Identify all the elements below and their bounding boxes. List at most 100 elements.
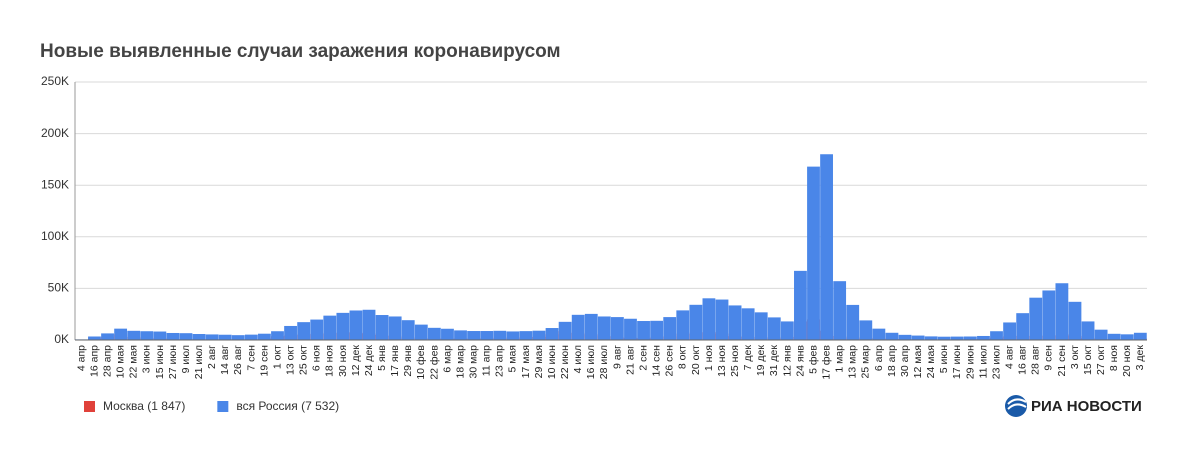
x-tick-label: 28 апр <box>101 345 113 377</box>
y-tick-label: 100K <box>41 229 69 243</box>
bar <box>885 332 899 340</box>
x-tick-label: 30 апр <box>899 345 911 377</box>
x-tick-label: 20 ноя <box>1121 345 1133 377</box>
x-tick-label: 25 ноя <box>729 345 741 377</box>
bar <box>937 336 951 340</box>
x-tick-label: 31 дек <box>768 345 780 377</box>
bar <box>545 328 559 340</box>
bar <box>702 298 716 340</box>
bar <box>1133 332 1147 340</box>
bar <box>754 312 768 340</box>
x-tick-label: 15 окт <box>1082 345 1094 375</box>
x-tick-label: 28 авг <box>1030 345 1042 375</box>
legend-swatch <box>84 401 95 412</box>
bar <box>127 330 141 340</box>
x-tick-label: 12 дек <box>350 345 362 377</box>
x-tick-label: 14 сен <box>651 345 663 377</box>
x-tick-label: 29 янв <box>402 345 414 377</box>
bar <box>231 335 245 340</box>
x-tick-label: 13 окт <box>284 345 296 375</box>
bar <box>950 336 964 340</box>
bar <box>297 322 311 340</box>
x-tick-label: 18 апр <box>886 345 898 377</box>
x-tick-label: 17 мая <box>520 345 532 378</box>
bar <box>1068 301 1082 340</box>
bar <box>493 330 507 340</box>
x-tick-label: 5 мая <box>507 345 519 373</box>
bar <box>977 335 990 340</box>
x-tick-label: 6 мар <box>441 345 453 373</box>
x-tick-label: 4 авг <box>1004 345 1016 369</box>
logo-wave <box>1007 398 1027 410</box>
bar <box>1120 334 1134 340</box>
x-tick-label: 5 июн <box>938 345 950 373</box>
bar <box>166 332 180 340</box>
bar <box>767 317 781 340</box>
bar <box>780 321 794 340</box>
x-tick-label: 25 мар <box>860 345 872 379</box>
bar <box>218 334 232 340</box>
bar <box>362 309 376 340</box>
x-tick-label: 18 мар <box>454 345 466 379</box>
bar <box>114 328 128 340</box>
bar <box>1081 321 1095 340</box>
x-tick-label: 6 апр <box>873 345 885 371</box>
bar <box>1055 283 1069 340</box>
x-tick-label: 20 окт <box>690 345 702 375</box>
x-tick-label: 16 июл <box>585 345 597 379</box>
x-tick-label: 29 июн <box>964 345 976 379</box>
x-tick-label: 3 окт <box>1069 345 1081 369</box>
x-tick-label: 23 июл <box>990 345 1002 379</box>
x-tick-label: 9 авг <box>611 345 623 369</box>
x-tick-label: 8 окт <box>677 345 689 369</box>
x-tick-label: 10 июн <box>546 345 558 379</box>
x-tick-label: 24 янв <box>794 345 806 377</box>
x-tick-label: 29 мая <box>533 345 545 378</box>
bar <box>637 321 650 340</box>
bar <box>650 320 664 340</box>
x-tick-label: 10 фев <box>415 345 427 380</box>
bar <box>258 333 271 340</box>
x-tick-label: 8 ноя <box>1108 345 1120 371</box>
bar <box>611 317 624 340</box>
x-tick-label: 28 июл <box>598 345 610 379</box>
logo-text: РИА НОВОСТИ <box>1031 398 1142 415</box>
bar <box>872 328 886 340</box>
x-tick-label: 21 авг <box>624 345 636 375</box>
x-tick-label: 21 июл <box>193 345 205 379</box>
x-tick-label: 24 дек <box>363 345 375 377</box>
x-tick-label: 2 авг <box>206 345 218 369</box>
x-tick-label: 7 дек <box>742 345 754 371</box>
bar <box>454 330 467 340</box>
x-tick-label: 17 фев <box>820 345 832 380</box>
x-tick-label: 22 фев <box>428 345 440 380</box>
x-tick-label: 3 июн <box>141 345 153 373</box>
x-tick-label: 23 апр <box>494 345 506 377</box>
x-tick-label: 1 мар <box>834 345 846 373</box>
y-tick-label: 250K <box>41 74 69 88</box>
y-tick-label: 200K <box>41 126 69 140</box>
x-tick-label: 16 апр <box>88 345 100 377</box>
bar <box>859 320 873 340</box>
bar <box>388 316 402 340</box>
bar <box>519 331 533 340</box>
bar <box>597 316 611 340</box>
x-tick-label: 4 июл <box>572 345 584 373</box>
x-tick-label: 26 авг <box>232 345 244 375</box>
x-tick-label: 15 июн <box>154 345 166 379</box>
bar <box>401 320 415 340</box>
bar <box>271 331 284 340</box>
x-tick-label: 19 сен <box>258 345 270 377</box>
x-tick-label: 7 сен <box>245 345 257 371</box>
bar <box>467 331 481 340</box>
y-tick-label: 50K <box>48 281 69 295</box>
bar <box>532 330 546 340</box>
bar <box>284 325 297 340</box>
bar <box>88 336 101 340</box>
bar <box>1094 329 1108 340</box>
x-tick-label: 30 мар <box>468 345 480 379</box>
bar <box>833 281 847 340</box>
bar <box>963 336 977 340</box>
x-tick-label: 17 янв <box>389 345 401 377</box>
bar <box>140 331 154 340</box>
